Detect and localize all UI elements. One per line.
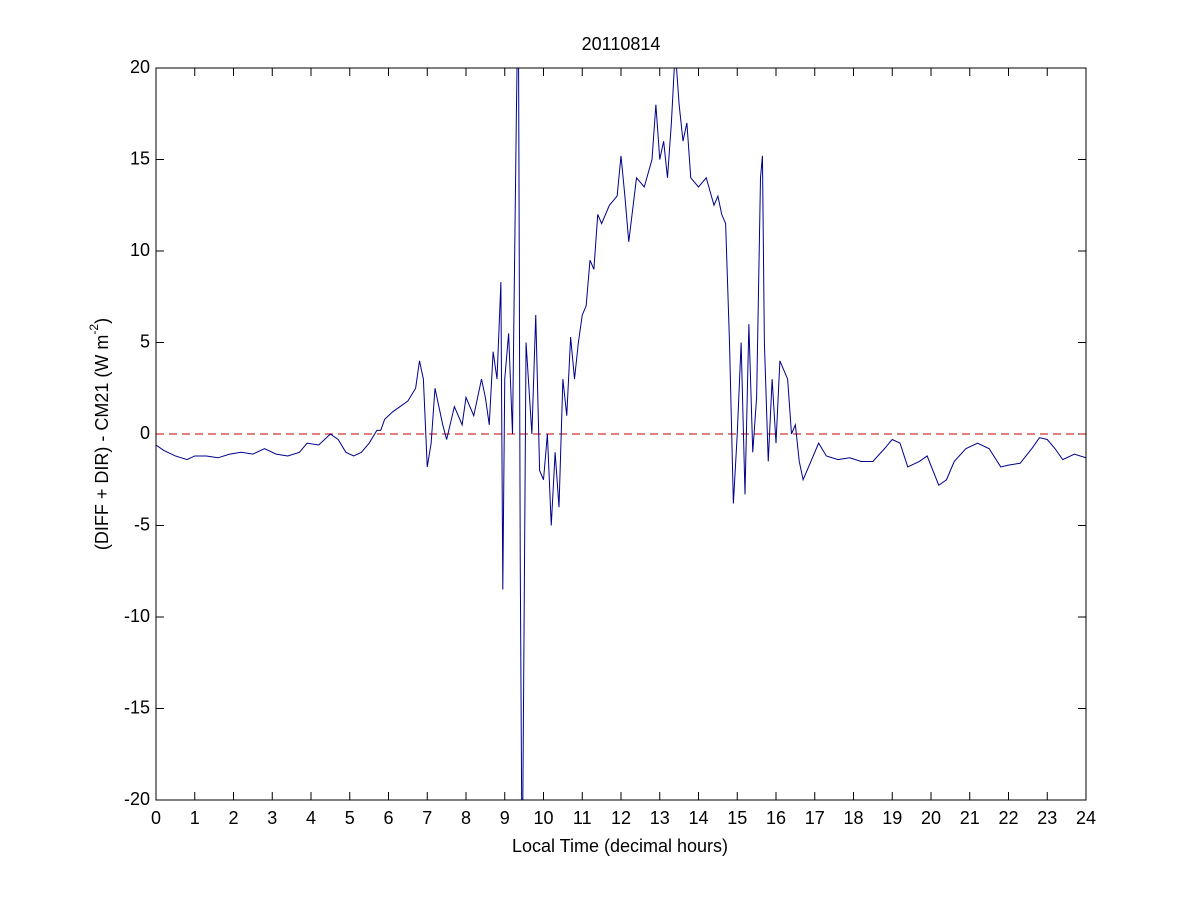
x-tick-label: 5 [345,808,355,828]
x-tick-label: 19 [882,808,902,828]
y-axis-label: (DIFF + DIR) - CM21 (W m-2) [87,318,112,550]
x-tick-label: 10 [533,808,553,828]
y-tick-label: -10 [124,606,150,626]
plot-area [156,68,1086,800]
y-label-end: ) [92,318,112,324]
x-tick-label: 16 [766,808,786,828]
y-tick-label: -15 [124,697,150,717]
x-tick-label: 22 [998,808,1018,828]
y-tick-label: 15 [130,148,150,168]
x-tick-label: 4 [306,808,316,828]
x-tick-label: 17 [805,808,825,828]
x-tick-label: 0 [151,808,161,828]
x-tick-label: 23 [1037,808,1057,828]
x-tick-label: 3 [267,808,277,828]
x-tick-label: 13 [650,808,670,828]
x-tick-label: 7 [422,808,432,828]
chart-title: 20110814 [582,34,661,54]
x-tick-label: 14 [688,808,708,828]
y-tick-label: 10 [130,240,150,260]
y-tick-label: -5 [134,514,150,534]
x-tick-label: 2 [228,808,238,828]
x-tick-label: 18 [843,808,863,828]
y-label-sup: -2 [87,324,101,335]
x-tick-label: 6 [383,808,393,828]
axes-box [155,67,1087,801]
y-tick-label: -20 [124,789,150,809]
x-tick-label: 11 [573,808,592,828]
x-tick-label: 24 [1076,808,1096,828]
x-tick-label: 15 [727,808,747,828]
data-line [156,68,1086,800]
y-tick-label: 0 [140,423,150,443]
x-tick-label: 12 [611,808,631,828]
y-label-main: (DIFF + DIR) - CM21 (W m [92,335,112,550]
x-tick-label: 1 [190,808,200,828]
x-tick-label: 8 [461,808,471,828]
y-tick-label: 20 [130,57,150,77]
y-tick-label: 5 [140,331,150,351]
x-tick-label: 9 [500,808,510,828]
x-tick-label: 21 [960,808,980,828]
x-axis-label: Local Time (decimal hours) [512,836,728,856]
x-tick-label: 20 [921,808,941,828]
